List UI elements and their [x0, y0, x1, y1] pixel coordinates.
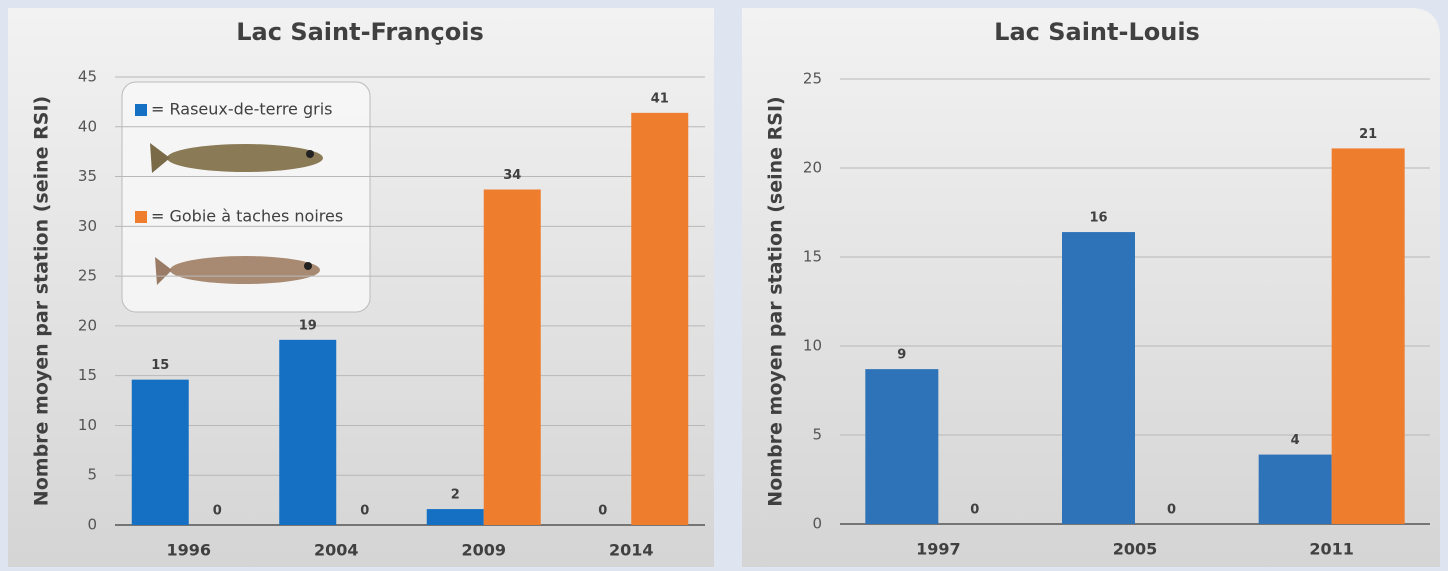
data-label: 0 — [213, 504, 222, 519]
bar — [631, 112, 689, 525]
y-tick-label: 45 — [78, 68, 97, 86]
x-tick-label: 1997 — [916, 540, 961, 559]
y-tick-label: 25 — [78, 267, 97, 285]
legend-box — [121, 81, 371, 313]
y-tick-label: 25 — [803, 70, 822, 88]
data-label: 9 — [897, 348, 906, 363]
bar — [279, 339, 337, 525]
x-tick-label: 2004 — [314, 541, 359, 560]
y-tick-label: 0 — [812, 515, 822, 533]
y-tick-label: 5 — [812, 426, 822, 444]
data-label: 34 — [503, 168, 521, 183]
bar — [426, 509, 484, 525]
data-label: 41 — [651, 91, 669, 106]
y-axis-label: Nombre moyen par station (seine RSI) — [31, 96, 53, 506]
y-tick-label: 40 — [78, 117, 97, 135]
y-tick-label: 15 — [803, 248, 822, 266]
y-tick-label: 5 — [87, 466, 97, 484]
y-tick-label: 10 — [78, 416, 97, 434]
data-label: 16 — [1089, 211, 1107, 226]
y-tick-label: 30 — [78, 217, 97, 235]
fish-icon — [150, 143, 323, 173]
bar — [483, 189, 541, 525]
data-label: 0 — [360, 504, 369, 519]
data-label: 19 — [299, 318, 317, 333]
x-tick-label: 2009 — [461, 541, 506, 560]
x-tick-label: 2005 — [1113, 540, 1158, 559]
data-label: 15 — [151, 358, 169, 373]
legend-swatch — [135, 211, 147, 223]
y-tick-label: 0 — [87, 516, 97, 534]
x-tick-label: 2011 — [1309, 540, 1354, 559]
data-label: 0 — [1167, 503, 1176, 518]
y-tick-label: 20 — [78, 316, 97, 334]
data-label: 0 — [970, 503, 979, 518]
x-tick-label: 1996 — [166, 541, 211, 560]
y-tick-label: 10 — [803, 337, 822, 355]
data-label: 4 — [1291, 433, 1300, 448]
y-tick-label: 15 — [78, 366, 97, 384]
legend-swatch — [135, 104, 147, 116]
y-axis-label: Nombre moyen par station (seine RSI) — [765, 96, 787, 506]
bar — [1258, 454, 1332, 524]
y-tick-label: 20 — [803, 159, 822, 177]
bar — [131, 379, 189, 525]
bar — [1062, 232, 1135, 524]
data-label: 21 — [1359, 127, 1377, 142]
chart-title: Lac Saint-François — [236, 18, 484, 46]
chart-title: Lac Saint-Louis — [994, 18, 1200, 46]
x-tick-label: 2014 — [609, 541, 654, 560]
y-tick-label: 35 — [78, 167, 97, 185]
legend-label: = Gobie à taches noires — [151, 207, 343, 226]
fish-icon — [155, 256, 320, 285]
legend-label: = Raseux-de-terre gris — [151, 100, 332, 119]
data-label: 2 — [451, 488, 460, 503]
bar — [1331, 148, 1405, 525]
bar — [865, 369, 939, 524]
data-label: 0 — [598, 504, 607, 519]
